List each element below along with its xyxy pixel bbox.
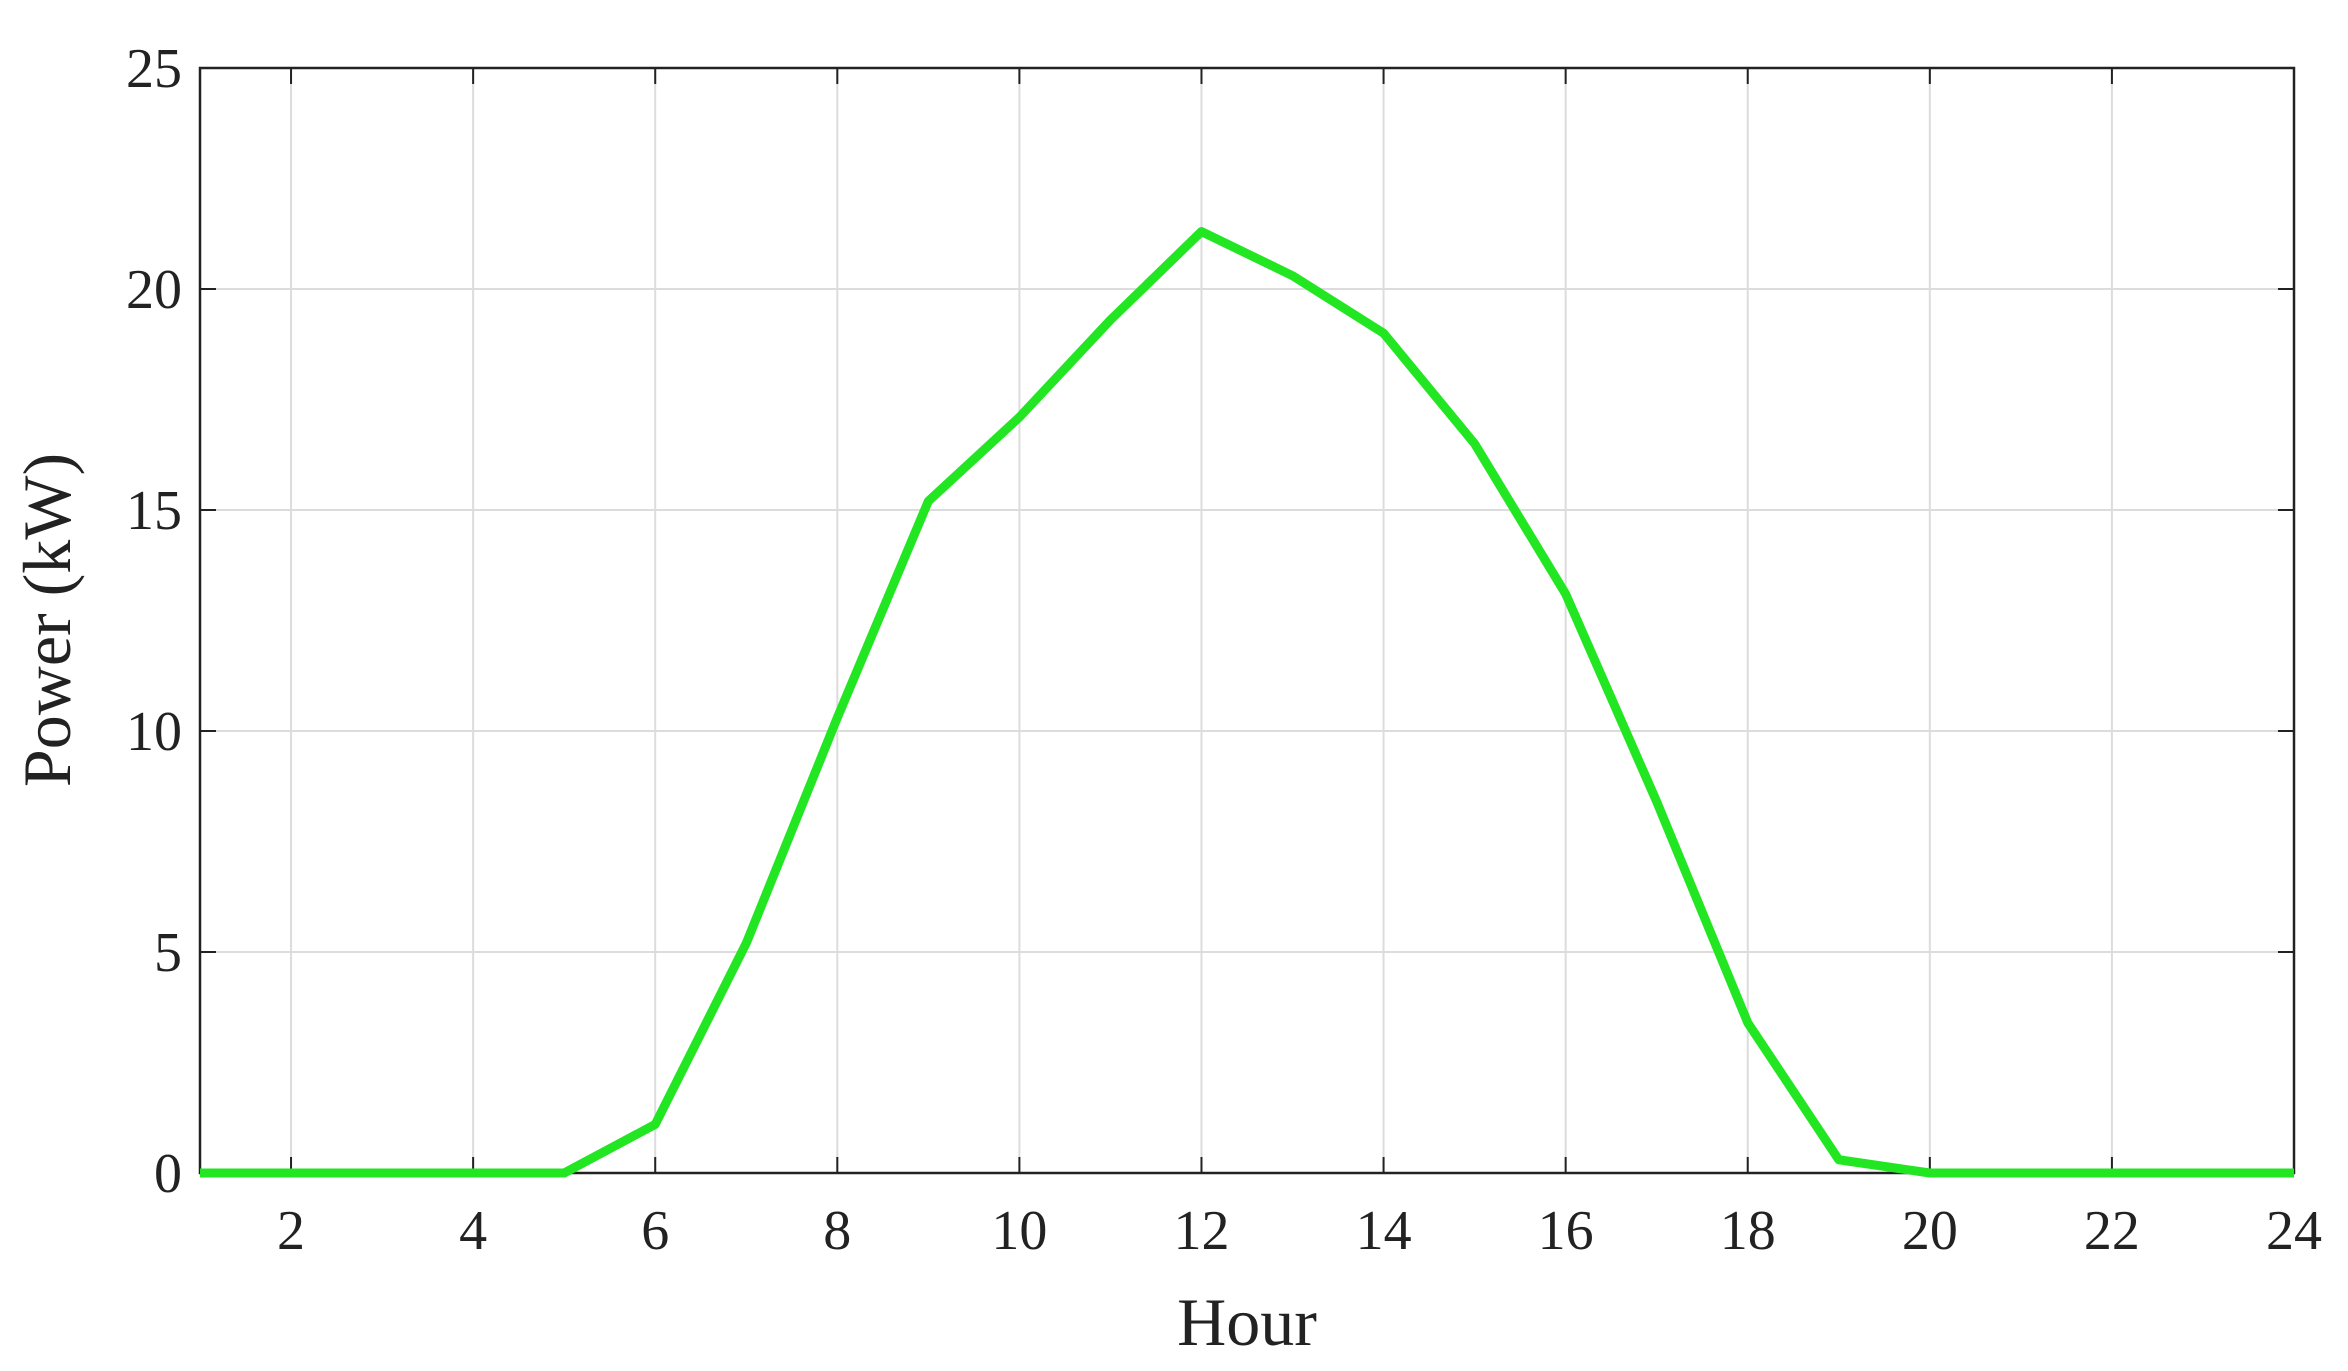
x-tick-label: 24 [2266,1200,2322,1262]
y-tick-label: 25 [126,38,182,100]
y-tick-label: 5 [154,922,182,984]
y-tick-label: 15 [126,480,182,542]
x-tick-label: 2 [277,1200,305,1262]
data-line [200,227,2294,1178]
x-tick-label: 22 [2084,1200,2140,1262]
y-tick-label: 20 [126,259,182,321]
y-axis-label: Power (kW) [9,453,85,787]
x-tick-label: 20 [1902,1200,1958,1262]
y-tick-label: 0 [154,1143,182,1205]
x-axis-label: Hour [1177,1284,1317,1360]
y-tick-label: 10 [126,701,182,763]
x-tick-label: 16 [1538,1200,1594,1262]
x-tick-label: 12 [1173,1200,1229,1262]
x-tick-label: 6 [641,1200,669,1262]
x-tick-label: 8 [823,1200,851,1262]
x-tick-label: 10 [991,1200,1047,1262]
x-tick-label: 14 [1356,1200,1412,1262]
plot-frame [198,66,2296,1175]
x-tick-label: 18 [1720,1200,1776,1262]
x-tick-label: 4 [459,1200,487,1262]
